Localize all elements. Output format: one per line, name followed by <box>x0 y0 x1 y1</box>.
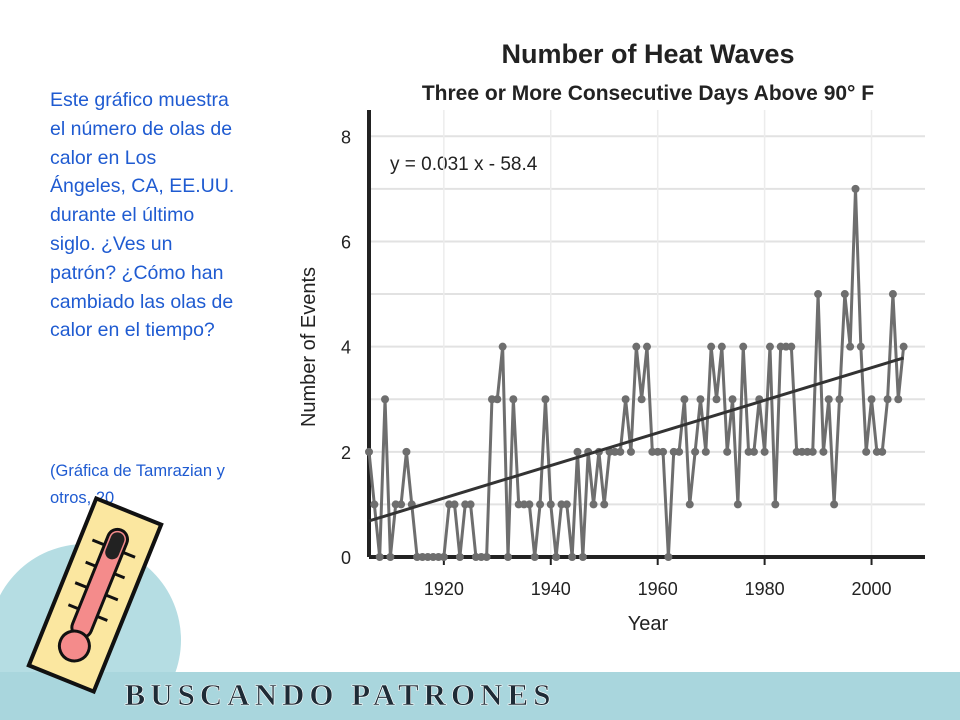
data-point <box>830 500 839 509</box>
data-point <box>616 447 625 456</box>
data-point <box>846 342 855 351</box>
data-point <box>455 553 464 561</box>
data-point <box>402 447 411 456</box>
data-point <box>717 342 726 351</box>
data-point <box>370 500 379 509</box>
data-point <box>439 553 448 561</box>
y-tick-label: 2 <box>341 443 351 463</box>
x-tick-label: 1920 <box>424 579 464 599</box>
data-point <box>637 395 646 404</box>
x-tick-label: 1980 <box>745 579 785 599</box>
data-point <box>632 342 641 351</box>
data-point <box>824 395 833 404</box>
data-point <box>787 342 796 351</box>
data-point <box>739 342 748 351</box>
data-point <box>621 395 630 404</box>
footer-band <box>0 672 960 720</box>
data-point <box>568 553 577 561</box>
data-point <box>504 553 512 561</box>
data-point <box>675 447 684 456</box>
data-point <box>808 447 817 456</box>
data-point <box>493 395 502 404</box>
data-point <box>664 553 673 561</box>
chart-subtitle: Three or More Consecutive Days Above 90°… <box>422 82 874 105</box>
data-point <box>840 290 849 299</box>
data-point <box>386 553 395 561</box>
x-tick-label: 1960 <box>638 579 678 599</box>
data-point <box>851 184 860 193</box>
y-tick-label: 6 <box>341 232 351 252</box>
x-tick-label: 1940 <box>531 579 571 599</box>
thermometer <box>26 495 164 695</box>
data-point <box>589 500 598 509</box>
data-point <box>856 342 865 351</box>
data-point <box>530 553 539 561</box>
data-point <box>691 447 700 456</box>
data-point <box>723 447 732 456</box>
data-point <box>482 553 491 561</box>
data-point <box>600 500 609 509</box>
x-axis-label: Year <box>628 613 669 635</box>
thermo-scale <box>67 538 136 622</box>
data-point <box>365 447 373 456</box>
data-point <box>546 500 555 509</box>
data-point <box>498 342 507 351</box>
data-point <box>578 553 587 561</box>
description: Este gráfico muestra el número de olas d… <box>50 89 235 342</box>
data-point <box>712 395 721 404</box>
data-point <box>466 500 475 509</box>
data-point <box>867 395 876 404</box>
data-point <box>685 500 694 509</box>
trend-equation: y = 0.031 x - 58.4 <box>390 154 538 175</box>
data-point <box>680 395 689 404</box>
data-point <box>878 447 887 456</box>
data-point <box>552 553 561 561</box>
data-point <box>562 500 571 509</box>
data-point <box>696 395 705 404</box>
data-point <box>771 500 780 509</box>
data-point <box>814 290 823 299</box>
thermo-bulb <box>57 629 91 663</box>
data-point <box>643 342 651 351</box>
data-point <box>525 500 534 509</box>
data-point <box>509 395 518 404</box>
data-point <box>450 500 459 509</box>
data-point <box>375 553 384 561</box>
trend-line <box>368 356 905 523</box>
data-point <box>894 395 903 404</box>
data-point <box>707 342 716 351</box>
data-point <box>765 342 774 351</box>
x-tick-label: 2000 <box>852 579 892 599</box>
data-point <box>701 447 710 456</box>
data-point <box>760 447 769 456</box>
y-axis-label: Number of Events <box>298 267 320 427</box>
data-point <box>819 447 828 456</box>
data-point <box>381 395 390 404</box>
data-point <box>397 500 406 509</box>
thermo-top <box>105 532 125 560</box>
data-point <box>862 447 871 456</box>
y-tick-label: 4 <box>341 338 351 358</box>
data-point <box>536 500 545 509</box>
y-tick-label: 0 <box>341 548 351 568</box>
data-point <box>728 395 737 404</box>
data-point <box>626 447 635 456</box>
footer-title: BUSCANDO PATRONES <box>125 677 556 712</box>
data-point <box>883 395 892 404</box>
data-point <box>888 290 897 299</box>
chart-title: Number of Heat Waves <box>501 39 794 69</box>
data-point <box>749 447 758 456</box>
data-point <box>899 342 908 351</box>
data-point <box>573 447 582 456</box>
data-point <box>541 395 550 404</box>
data-point <box>733 500 742 509</box>
y-tick-label: 8 <box>341 127 351 147</box>
data-point <box>835 395 844 404</box>
data-point <box>659 447 668 456</box>
